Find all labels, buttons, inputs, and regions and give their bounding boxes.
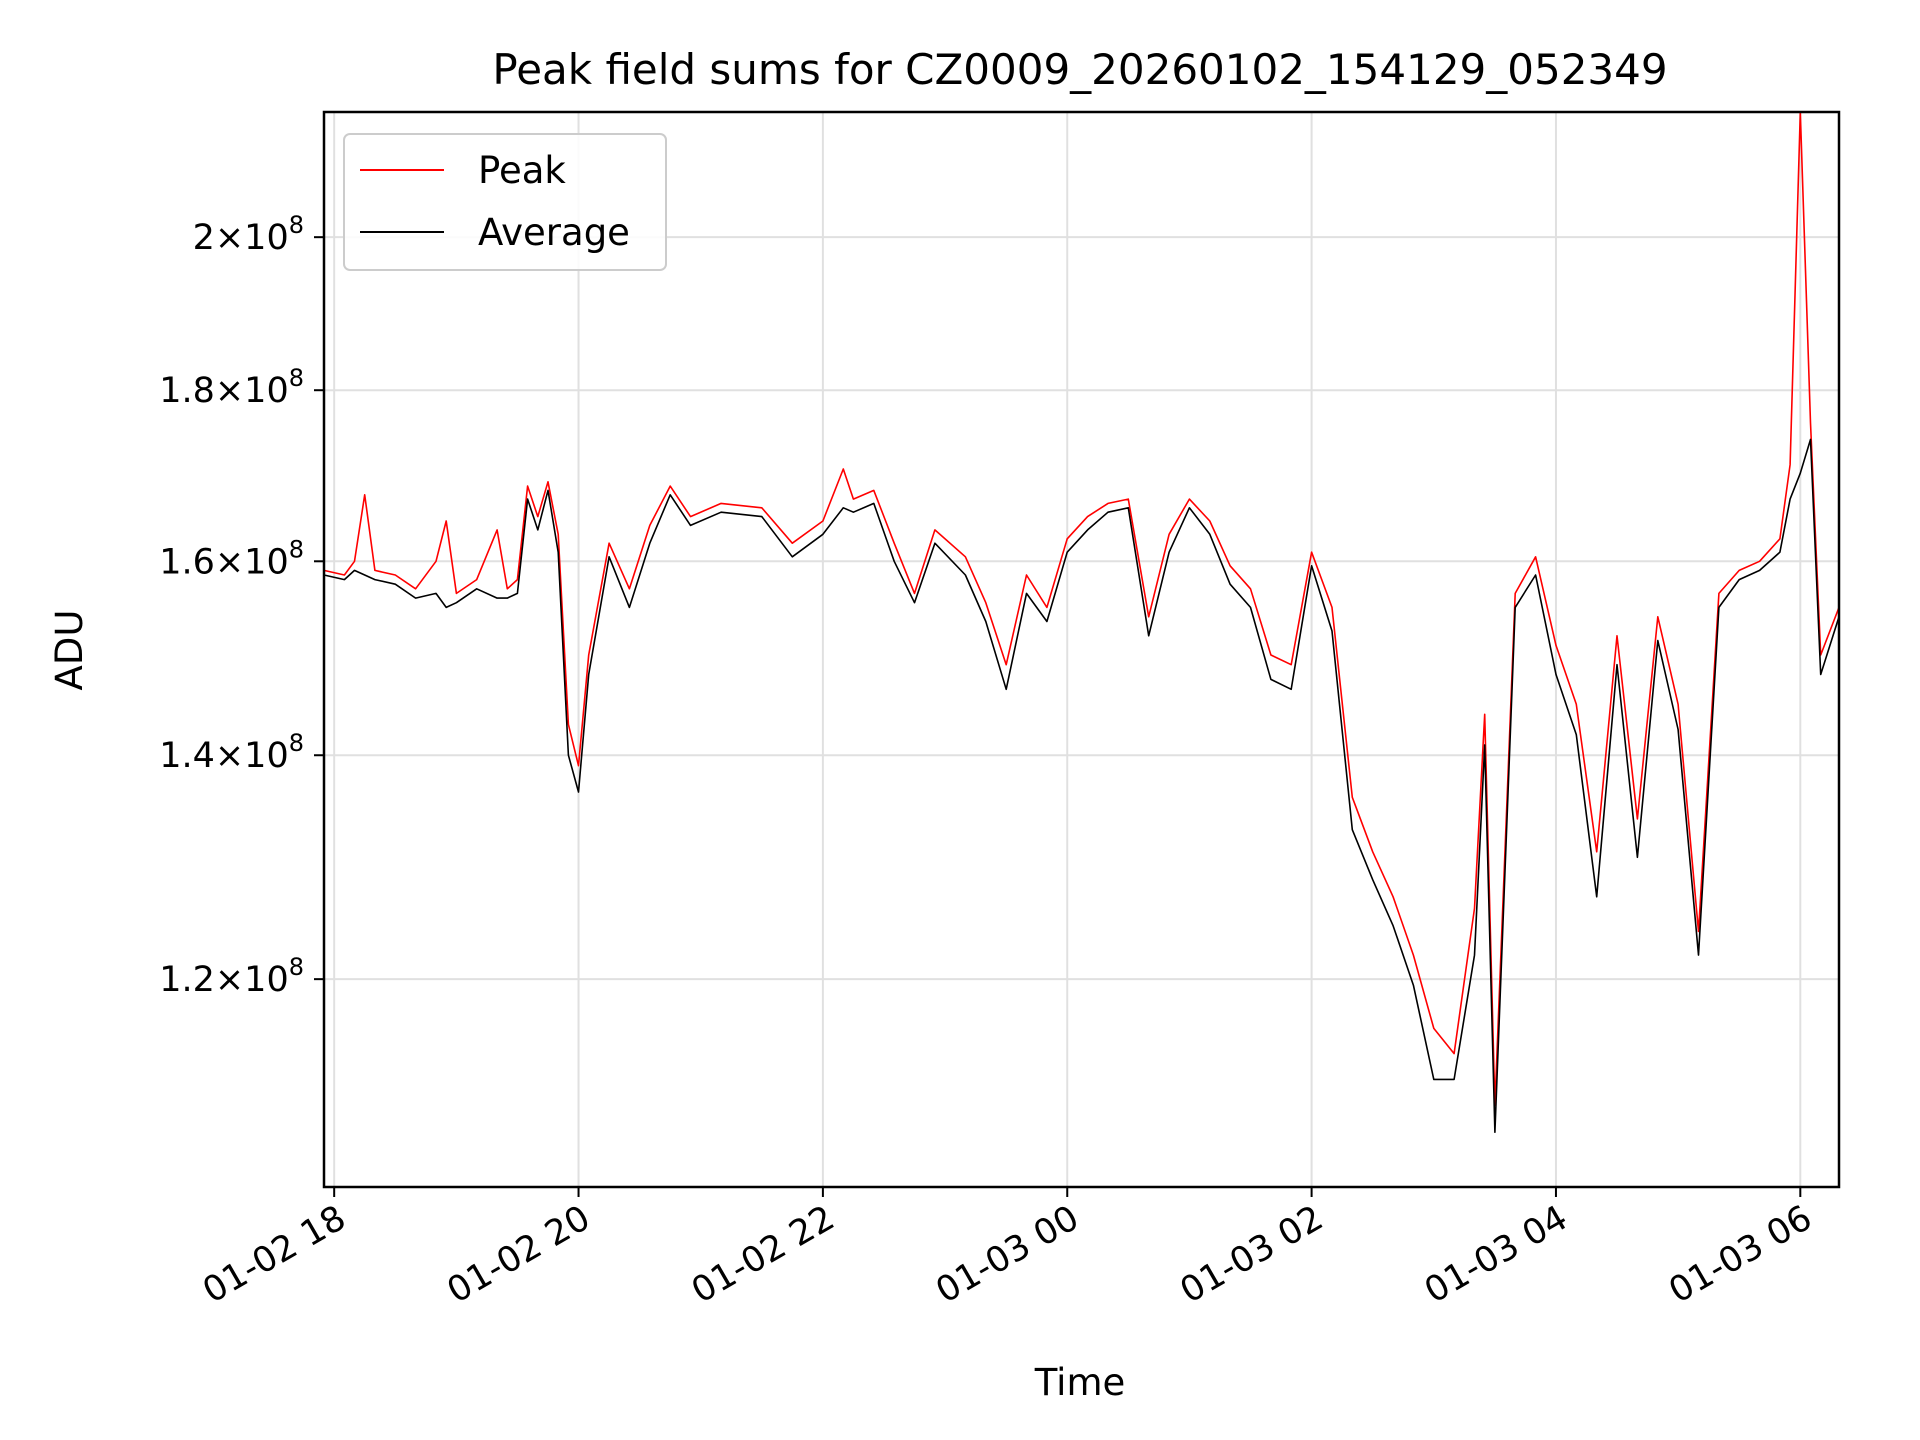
- legend-box: [343, 133, 667, 271]
- plot-frame: [322, 110, 1841, 1189]
- y-tick-label: 2×108: [193, 211, 304, 258]
- series-line-average: [323, 438, 1840, 1133]
- y-tick-label: 1.8×108: [159, 364, 304, 411]
- legend: Peak Average: [343, 133, 667, 271]
- y-axis-label: ADU: [48, 610, 91, 691]
- y-axis: 1.2×108 1.4×108 1.6×108 1.8×108 2×108: [159, 211, 324, 1000]
- series-lines: [323, 111, 1840, 1133]
- legend-label-peak: Peak: [478, 149, 566, 192]
- y-tick-label: 1.6×108: [159, 535, 304, 582]
- y-tick-label: 1.4×108: [159, 729, 304, 776]
- y-tick-label: 1.2×108: [159, 953, 304, 1000]
- chart-title: Peak field sums for CZ0009_20260102_1541…: [492, 45, 1667, 94]
- series-line-peak: [323, 111, 1840, 1107]
- x-axis-label: Time: [1034, 1361, 1126, 1404]
- legend-label-average: Average: [478, 211, 630, 254]
